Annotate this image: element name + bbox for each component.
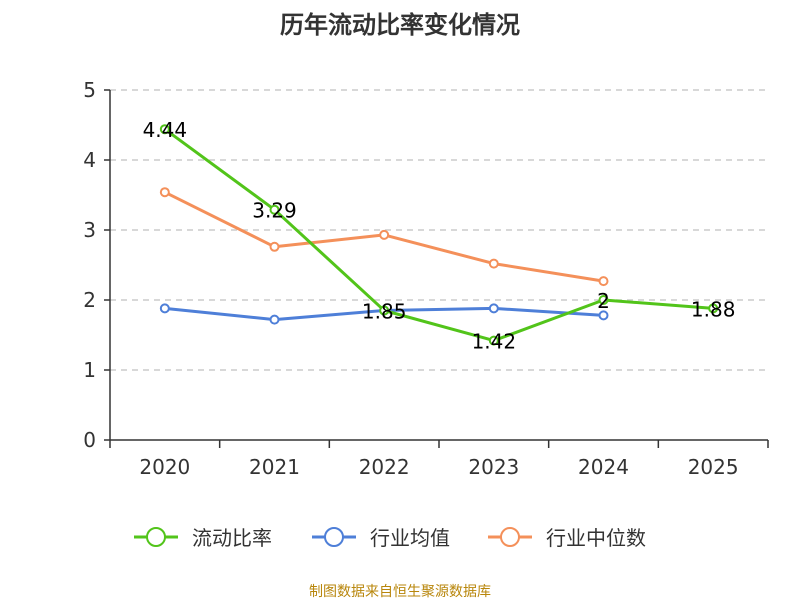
- legend-label: 流动比率: [192, 526, 272, 550]
- x-tick-label: 2022: [359, 455, 410, 479]
- legend-label: 行业均值: [370, 526, 450, 550]
- series-1-point: [598, 295, 609, 305]
- axes: 0 1 2 3 4 5 2020 2021 2022 2023 2024 2025: [83, 78, 769, 479]
- legend-item-1[interactable]: 流动比率: [134, 526, 272, 550]
- series-2-point: [488, 303, 499, 314]
- y-tick-label: 4: [83, 148, 96, 172]
- y-tick-label: 5: [83, 78, 96, 102]
- series-1-point: [708, 303, 719, 314]
- y-tick-label: 0: [83, 428, 96, 452]
- legend-item-3[interactable]: 行业中位数: [488, 526, 646, 550]
- series-3-point: [488, 258, 499, 269]
- legend-item-2[interactable]: 行业均值: [312, 526, 450, 550]
- data-labels: 4.44 3.29 1.85 1.42 2 1.88: [143, 118, 736, 353]
- series-3-point: [269, 241, 280, 252]
- legend-marker: [146, 527, 166, 547]
- x-tick-label: 2021: [249, 455, 300, 479]
- source-note: 制图数据来自恒生聚源数据库: [309, 584, 491, 600]
- series-3-point: [598, 276, 609, 287]
- data-label: 2: [597, 289, 610, 313]
- series-3-point: [379, 229, 390, 240]
- legend[interactable]: 流动比率 行业均值 行业中位数: [134, 526, 646, 550]
- chart-title: 历年流动比率变化情况: [280, 11, 520, 39]
- series-group: [159, 124, 719, 346]
- data-label: 1.88: [691, 297, 736, 321]
- data-label: 4.44: [143, 118, 188, 142]
- x-tick-label: 2023: [468, 455, 519, 479]
- x-tick-label: 2025: [688, 455, 739, 479]
- data-label: 3.29: [252, 199, 297, 223]
- series-1-point: [488, 335, 499, 346]
- grid-lines: [110, 89, 768, 371]
- y-tick-label: 2: [83, 288, 96, 312]
- legend-marker: [500, 527, 520, 547]
- series-1-point: [269, 204, 280, 215]
- data-label: 1.85: [362, 300, 407, 324]
- legend-marker: [324, 527, 344, 547]
- legend-label: 行业中位数: [546, 526, 646, 550]
- series-line-1: [163, 127, 714, 343]
- series-1-point: [379, 305, 390, 316]
- series-1-point: [159, 124, 170, 135]
- series-2-point: [598, 310, 609, 321]
- x-tick-label: 2024: [578, 455, 629, 479]
- y-tick-label: 1: [83, 358, 96, 382]
- x-tick-label: 2020: [139, 455, 190, 479]
- series-3-point: [159, 187, 170, 198]
- y-tick-label: 3: [83, 218, 96, 242]
- series-2-point: [159, 303, 170, 314]
- data-label: 1.42: [472, 330, 517, 354]
- series-2-point: [269, 314, 280, 325]
